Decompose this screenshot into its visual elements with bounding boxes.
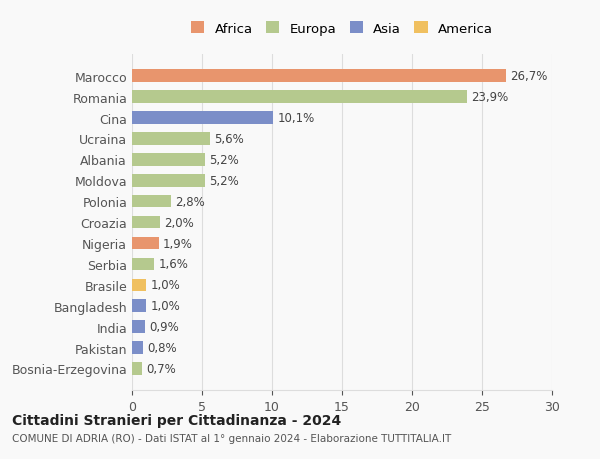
Bar (132, 279, 146, 291)
Text: 5,2%: 5,2% (209, 174, 239, 187)
Text: 1,0%: 1,0% (150, 279, 180, 291)
Bar (132, 258, 154, 271)
Bar (132, 174, 205, 187)
Text: 1,0%: 1,0% (150, 300, 180, 313)
Text: 1,6%: 1,6% (158, 258, 188, 271)
Text: 23,9%: 23,9% (471, 91, 508, 104)
Bar (132, 321, 145, 333)
Bar (132, 91, 467, 104)
Text: COMUNE DI ADRIA (RO) - Dati ISTAT al 1° gennaio 2024 - Elaborazione TUTTITALIA.I: COMUNE DI ADRIA (RO) - Dati ISTAT al 1° … (12, 433, 451, 442)
Text: Cittadini Stranieri per Cittadinanza - 2024: Cittadini Stranieri per Cittadinanza - 2… (12, 414, 341, 428)
Text: 5,2%: 5,2% (209, 154, 239, 167)
Bar (132, 363, 142, 375)
Text: 0,7%: 0,7% (146, 362, 176, 375)
Bar (132, 216, 160, 229)
Bar (132, 196, 171, 208)
Legend: Africa, Europa, Asia, America: Africa, Europa, Asia, America (187, 18, 497, 39)
Bar (132, 237, 158, 250)
Text: 2,8%: 2,8% (175, 195, 205, 208)
Bar (132, 341, 143, 354)
Text: 10,1%: 10,1% (278, 112, 315, 125)
Text: 26,7%: 26,7% (510, 70, 547, 83)
Bar (132, 300, 146, 312)
Text: 2,0%: 2,0% (164, 216, 194, 229)
Text: 0,9%: 0,9% (149, 320, 179, 333)
Bar (132, 112, 274, 124)
Text: 1,9%: 1,9% (163, 237, 193, 250)
Text: 5,6%: 5,6% (215, 133, 244, 146)
Bar (132, 133, 211, 146)
Bar (132, 70, 506, 83)
Text: 0,8%: 0,8% (148, 341, 177, 354)
Bar (132, 154, 205, 166)
